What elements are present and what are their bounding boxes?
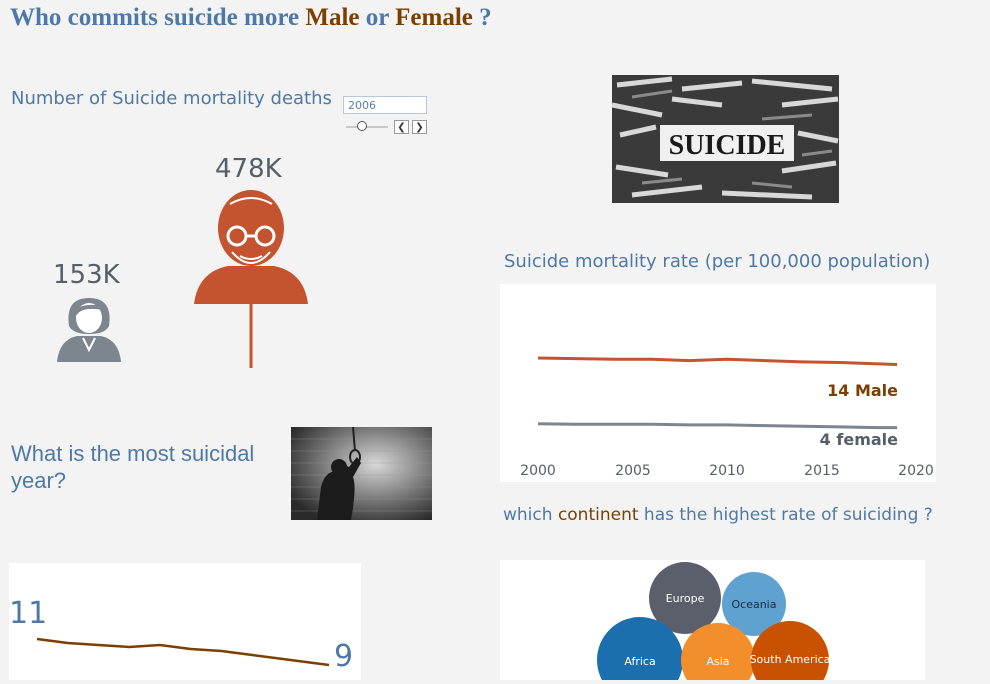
- male-series-line: [537, 356, 898, 366]
- title-female: Female: [395, 4, 473, 31]
- x-tick: 2005: [615, 463, 651, 479]
- deaths-heading: Number of Suicide mortality deaths: [11, 88, 332, 109]
- trend-end-label: 9: [334, 639, 353, 674]
- bubble-label: Asia: [706, 655, 729, 668]
- x-tick: 2015: [804, 463, 840, 479]
- bubble-label: Oceania: [732, 598, 777, 611]
- male-hanged-icon: [194, 190, 308, 368]
- rate-chart: 14 Male 4 female 2000 2005 2010 2015 202…: [520, 356, 934, 479]
- year-slider-thumb[interactable]: [357, 121, 367, 131]
- year-question: What is the most suicidal year?: [11, 441, 255, 493]
- female-icon: [57, 298, 121, 362]
- bubble-asia[interactable]: [681, 623, 755, 680]
- year-prev-button[interactable]: ❮: [394, 120, 409, 134]
- rate-chart-panel: 14 Male 4 female 2000 2005 2010 2015 202…: [500, 284, 936, 482]
- x-tick: 2010: [709, 463, 745, 479]
- bubble-europe[interactable]: [649, 562, 721, 634]
- male-count: 478K: [215, 154, 282, 184]
- trend-start-label: 11: [9, 596, 47, 631]
- continent-question-text: has the highest rate of suiciding ?: [638, 505, 933, 525]
- bubble-africa[interactable]: [597, 617, 683, 680]
- banner-text: SUICIDE: [669, 130, 786, 161]
- year-slider-track[interactable]: [346, 126, 388, 128]
- x-tick: 2020: [898, 463, 934, 479]
- male-series-label: 14 Male: [827, 381, 898, 400]
- dashboard-title: Who commits suicide more Male or Female …: [10, 4, 492, 32]
- bubble-label: Africa: [624, 655, 655, 668]
- bubble-label: Europe: [666, 592, 705, 605]
- year-filter-input[interactable]: 2006: [343, 96, 427, 114]
- bubble-oceania[interactable]: [722, 572, 786, 636]
- bubble-south-america[interactable]: [751, 621, 829, 680]
- continent-question: which continent has the highest rate of …: [503, 505, 933, 525]
- continent-question-accent: continent: [557, 505, 639, 525]
- hanging-shadow-image: [291, 427, 432, 520]
- bubble-label: South America: [750, 653, 831, 666]
- rate-chart-heading: Suicide mortality rate (per 100,000 popu…: [504, 251, 931, 272]
- female-count: 153K: [53, 260, 120, 290]
- continent-bubble-panel: Europe Oceania Africa Asia South America: [500, 560, 925, 680]
- x-tick: 2000: [520, 463, 556, 479]
- trend-series-line: [36, 637, 330, 667]
- year-next-button[interactable]: ❯: [412, 120, 427, 134]
- continent-bubble-chart: Europe Oceania Africa Asia South America: [597, 562, 831, 680]
- title-end: ?: [472, 4, 492, 31]
- trend-chart-panel: 11 9: [9, 563, 361, 680]
- female-series-label: 4 female: [820, 430, 898, 449]
- title-or: or: [359, 4, 396, 31]
- continent-question-text: which: [503, 505, 558, 525]
- trend-chart: 11 9: [9, 596, 353, 674]
- suicide-newspaper-image: SUICIDE: [612, 75, 839, 203]
- female-series-line: [537, 422, 898, 430]
- title-male: Male: [305, 4, 360, 31]
- title-text: Who commits suicide more: [10, 4, 306, 31]
